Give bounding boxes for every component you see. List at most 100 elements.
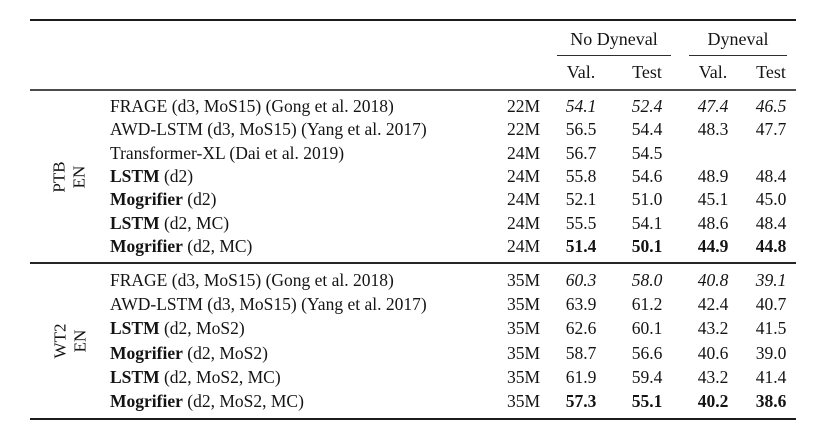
value-cell: 41.5 (755, 318, 787, 339)
model-cell: FRAGE (d3, MoS15) (Gong et al. 2018) (110, 270, 488, 291)
model-config: (d2) (159, 166, 194, 187)
table-row: Mogrifier (d2, MoS2) 35M 58.7 56.6 40.6 39.0 (110, 341, 796, 365)
model-name: Mogrifier (110, 235, 183, 256)
bottom-rule (30, 417, 796, 420)
value-cell: 55.1 (631, 391, 663, 412)
table-section: WT2 EN FRAGE (d3, MoS15) (Gong et al. 2018… (30, 264, 796, 418)
model-config: (d2) (182, 189, 217, 210)
table-row: Mogrifier (d2, MoS2, MC) 35M 57.3 55.1 40.2 3… (110, 390, 796, 414)
subcolumn-test-1: Test (632, 62, 662, 82)
model-config: FRAGE (d3, MoS15) (Gong et al. 2018) (110, 96, 394, 117)
model-config: FRAGE (d3, MoS15) (Gong et al. 2018) (110, 269, 394, 290)
value-cell: 48.3 (697, 119, 729, 140)
header-spacer (30, 21, 548, 56)
size-cell: 35M (506, 318, 540, 339)
model-cell: AWD-LSTM (d3, MoS15) (Yang et al. 2017) (110, 119, 488, 140)
model-config: (d2, MoS2) (159, 318, 245, 339)
value-cell: 44.8 (755, 235, 787, 256)
value-cell: 43.2 (697, 366, 729, 387)
value-cell: 40.2 (697, 391, 729, 412)
subcolumn-val-2: Val. (698, 62, 728, 82)
model-name: LSTM (110, 366, 160, 387)
value-cell: 54.4 (631, 119, 663, 140)
value-cell: 54.5 (631, 142, 663, 163)
model-config: (d2, MoS2) (182, 342, 268, 363)
model-cell: LSTM (d2, MoS2, MC) (110, 367, 488, 388)
dataset-name: PTB (50, 160, 69, 193)
value-cell: 50.1 (631, 235, 663, 256)
value-cell: 45.1 (697, 189, 729, 210)
language-label: EN (70, 165, 89, 188)
table-row: LSTM (d2) 24M 55.8 54.6 48.9 48.4 (110, 165, 796, 188)
subcolumn-header-row: Val. Test Val. Test (30, 56, 796, 89)
value-cell: 44.9 (697, 235, 729, 256)
group-underline (557, 55, 671, 56)
value-cell: 54.1 (565, 96, 597, 117)
column-group-no-dyneval: No Dyneval (548, 21, 680, 56)
model-cell: AWD-LSTM (d3, MoS15) (Yang et al. 2017) (110, 294, 488, 315)
table-row: FRAGE (d3, MoS15) (Gong et al. 2018) 35M 6… (110, 268, 796, 292)
value-cell: 54.1 (631, 212, 663, 233)
value-cell: 39.1 (755, 269, 787, 290)
model-name: LSTM (110, 318, 160, 339)
column-group-label: No Dyneval (570, 29, 658, 49)
table-body: PTB EN FRAGE (d3, MoS15) (Gong et al. 2018… (30, 91, 796, 418)
value-cell: 56.6 (631, 342, 663, 363)
size-cell: 35M (506, 269, 540, 290)
model-name: Mogrifier (110, 342, 183, 363)
model-cell: LSTM (d2) (110, 166, 488, 187)
table-row: AWD-LSTM (d3, MoS15) (Yang et al. 2017) 3… (110, 292, 796, 316)
subcolumn-val-1: Val. (566, 62, 596, 82)
language-label: EN (70, 329, 89, 353)
model-cell: Mogrifier (d2, MoS2) (110, 343, 488, 364)
subcolumn-test-2: Test (756, 62, 786, 82)
table-section: PTB EN FRAGE (d3, MoS15) (Gong et al. 2018… (30, 91, 796, 262)
value-cell: 60.1 (631, 318, 663, 339)
group-underline (689, 55, 787, 56)
model-cell: Transformer-XL (Dai et al. 2019) (110, 143, 488, 164)
results-table: No Dyneval Dyneval Val. Test Val. Test P… (30, 19, 796, 420)
size-cell: 22M (506, 96, 540, 117)
value-cell: 56.5 (565, 119, 597, 140)
model-name: Mogrifier (110, 391, 183, 412)
section-separator-rule (30, 262, 796, 265)
value-cell: 52.1 (565, 189, 597, 210)
model-cell: FRAGE (d3, MoS15) (Gong et al. 2018) (110, 96, 488, 117)
table-row: FRAGE (d3, MoS15) (Gong et al. 2018) 22M 5… (110, 95, 796, 118)
column-group-label: Dyneval (707, 29, 769, 49)
table-row: LSTM (d2, MoS2) 35M 62.6 60.1 43.2 41.5 (110, 317, 796, 341)
header-rule (30, 89, 796, 91)
value-cell: 40.8 (697, 269, 729, 290)
value-cell: 55.5 (565, 212, 597, 233)
table-row: LSTM (d2, MC) 24M 55.5 54.1 48.6 48.4 (110, 211, 796, 234)
model-config: (d2, MoS2, MC) (159, 366, 281, 387)
value-cell: 46.5 (755, 96, 787, 117)
value-cell: 48.4 (755, 166, 787, 187)
model-config: (d2, MC) (159, 212, 230, 233)
model-cell: Mogrifier (d2, MoS2, MC) (110, 391, 488, 412)
size-cell: 35M (506, 366, 540, 387)
value-cell: 62.6 (565, 318, 597, 339)
value-cell: 59.4 (631, 366, 663, 387)
model-cell: Mogrifier (d2, MC) (110, 236, 488, 257)
size-cell: 24M (506, 142, 540, 163)
value-cell: 63.9 (565, 294, 597, 315)
rotated-dataset-label: PTB EN (50, 161, 90, 192)
size-cell: 35M (506, 391, 540, 412)
table-row: Transformer-XL (Dai et al. 2019) 24M 56.7 5… (110, 142, 796, 165)
value-cell: 42.4 (697, 294, 729, 315)
value-cell: 48.9 (697, 166, 729, 187)
value-cell: 60.3 (565, 269, 597, 290)
value-cell: 57.3 (565, 391, 597, 412)
size-cell: 24M (506, 235, 540, 256)
size-cell: 24M (506, 189, 540, 210)
model-config: (d2, MC) (182, 235, 253, 256)
table-row: LSTM (d2, MoS2, MC) 35M 61.9 59.4 43.2 41.4 (110, 365, 796, 389)
model-name: LSTM (110, 212, 160, 233)
size-cell: 22M (506, 119, 540, 140)
model-config: AWD-LSTM (d3, MoS15) (Yang et al. 2017) (110, 294, 427, 315)
model-name: LSTM (110, 166, 160, 187)
rotated-dataset-label: WT2 EN (50, 324, 90, 359)
value-cell: 58.0 (631, 269, 663, 290)
value-cell: 38.6 (755, 391, 787, 412)
